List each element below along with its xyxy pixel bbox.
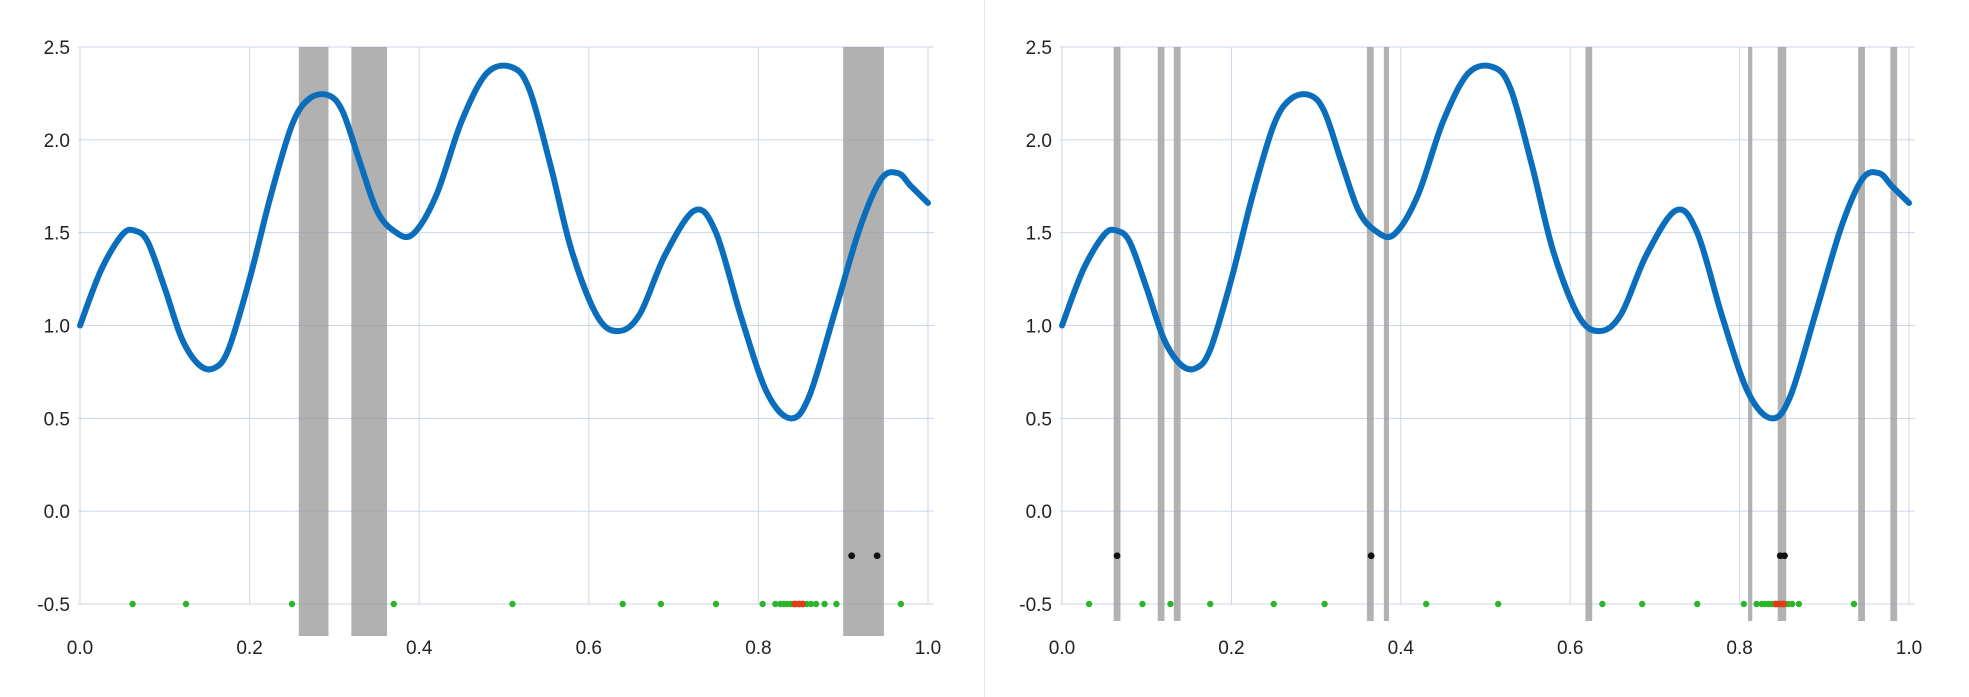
green-point	[712, 600, 720, 608]
shaded-regions	[298, 47, 884, 636]
shaded-interval	[351, 47, 387, 636]
sample-points	[1085, 552, 1858, 608]
green-point	[1207, 600, 1214, 608]
x-tick-label: 0.6	[1557, 638, 1583, 659]
green-point	[772, 600, 779, 608]
shaded-interval	[1777, 47, 1787, 621]
green-point	[812, 600, 820, 608]
green-point	[1694, 600, 1701, 608]
y-tick-label: 0.5	[44, 409, 70, 430]
curve-layer	[1059, 62, 1912, 422]
black-point	[873, 552, 881, 560]
green-point	[1599, 600, 1606, 608]
green-point	[1740, 600, 1748, 608]
chart-right: 2.5 2.0 1.5 1.0 0.5 0.0 -0.5 0.0 0.2 0.4 0.6 0.8 1.0	[1019, 38, 1922, 659]
green-point	[1139, 600, 1146, 608]
shaded-interval	[1113, 47, 1121, 621]
curve-layer	[77, 62, 931, 422]
panel-divider	[984, 0, 985, 697]
y-tick-label: 2.0	[44, 131, 70, 152]
sample-points	[129, 552, 905, 608]
red-point	[1780, 600, 1788, 608]
y-tick-label: 2.5	[1026, 38, 1052, 59]
series-line	[1059, 62, 1912, 422]
shaded-interval	[1366, 47, 1374, 621]
x-tick-label: 0.2	[236, 638, 262, 659]
grid	[78, 46, 934, 605]
red-point	[799, 600, 806, 608]
shaded-interval	[1748, 47, 1753, 621]
green-point	[1321, 600, 1328, 608]
shaded-interval	[1890, 47, 1898, 621]
tick-labels: 2.5 2.0 1.5 1.0 0.5 0.0 -0.5 0.0 0.2 0.4 0.6 0.8 1.0	[1019, 38, 1922, 659]
x-tick-label: 0.4	[406, 638, 433, 659]
y-tick-label: 0.0	[44, 502, 70, 523]
series-line	[77, 62, 931, 422]
shaded-interval	[1383, 47, 1389, 621]
green-point	[657, 600, 665, 608]
green-point	[1167, 600, 1174, 608]
shaded-interval	[843, 47, 884, 636]
green-point	[1795, 600, 1803, 608]
green-point	[1788, 600, 1796, 608]
x-tick-label: 1.0	[1896, 638, 1922, 659]
x-tick-label: 0.6	[576, 638, 602, 659]
green-point	[1423, 600, 1430, 608]
green-point	[1495, 600, 1502, 608]
green-point	[390, 600, 397, 608]
x-tick-label: 0.8	[745, 638, 771, 659]
y-tick-label: -0.5	[37, 595, 70, 616]
x-tick-label: 0.2	[1218, 638, 1244, 659]
x-tick-label: 0.8	[1726, 638, 1752, 659]
x-tick-label: 0.4	[1388, 638, 1415, 659]
x-tick-label: 0.0	[1049, 638, 1075, 659]
tick-labels: 2.5 2.0 1.5 1.0 0.5 0.0 -0.5 0.0 0.2 0.4 0.6 0.8 1.0	[37, 38, 941, 659]
black-point	[1367, 552, 1375, 560]
y-tick-label: 0.5	[1026, 409, 1052, 430]
green-point	[288, 600, 296, 608]
green-point	[182, 600, 190, 608]
green-point	[1850, 600, 1858, 608]
x-tick-label: 0.0	[67, 638, 93, 659]
green-point	[129, 600, 136, 608]
green-point	[897, 600, 905, 608]
y-tick-label: 1.5	[44, 224, 70, 245]
y-tick-label: 0.0	[1026, 502, 1052, 523]
green-point	[1085, 600, 1093, 608]
black-point	[848, 552, 856, 560]
green-point	[807, 600, 815, 608]
y-tick-label: 2.0	[1026, 131, 1052, 152]
shaded-interval	[1858, 47, 1865, 621]
x-tick-label: 1.0	[915, 638, 941, 659]
shaded-interval	[298, 47, 329, 636]
green-point	[1270, 600, 1277, 608]
green-point	[833, 600, 840, 608]
green-point	[619, 600, 626, 608]
green-point	[509, 600, 516, 608]
chart-left: 2.5 2.0 1.5 1.0 0.5 0.0 -0.5 0.0 0.2 0.4 0.6 0.8 1.0	[37, 38, 941, 659]
black-point	[1781, 552, 1788, 560]
shaded-interval	[1173, 47, 1181, 621]
shaded-interval	[1585, 47, 1593, 621]
green-point	[1638, 600, 1646, 608]
black-point	[1113, 552, 1121, 560]
y-tick-label: 1.5	[1026, 224, 1052, 245]
green-point	[821, 600, 828, 608]
green-point	[1753, 600, 1760, 608]
grid	[1060, 46, 1915, 605]
green-point	[759, 600, 766, 608]
y-tick-label: -0.5	[1019, 595, 1052, 616]
y-tick-label: 2.5	[44, 38, 70, 59]
y-tick-label: 1.0	[1026, 317, 1052, 338]
y-tick-label: 1.0	[44, 317, 70, 338]
